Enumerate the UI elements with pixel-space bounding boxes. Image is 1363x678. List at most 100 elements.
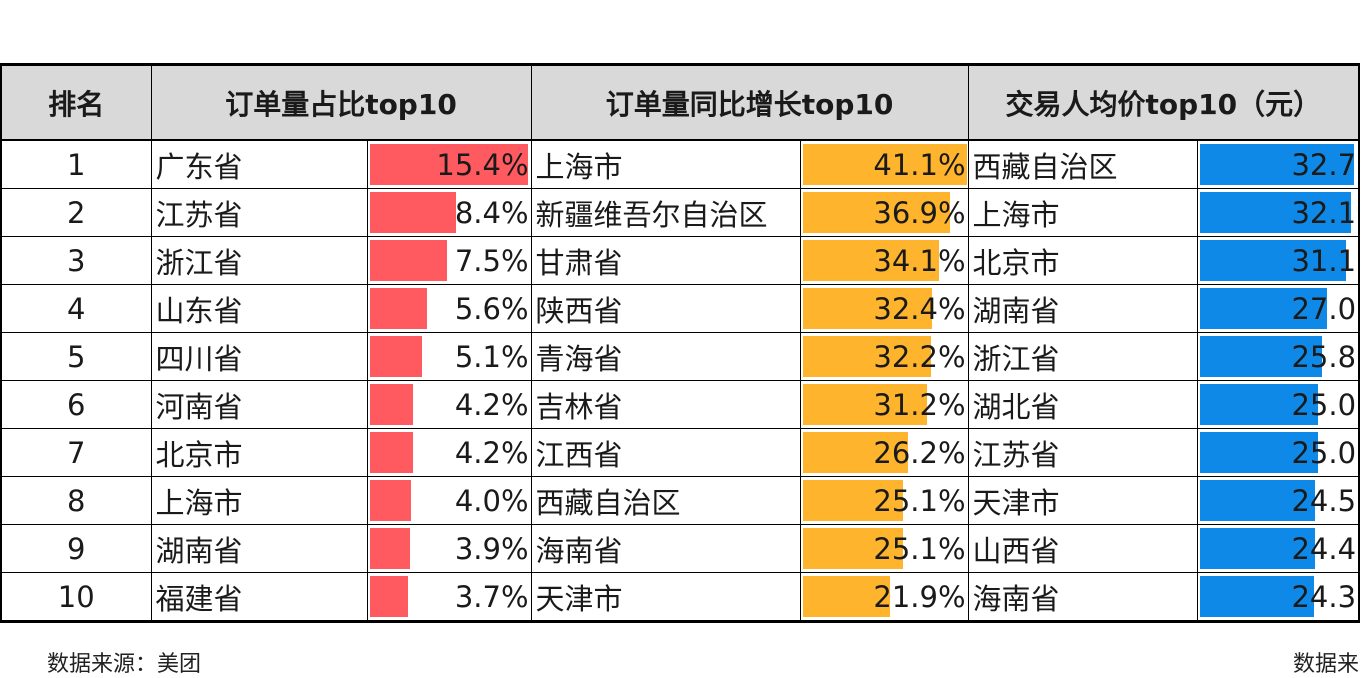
avg-price-bar-cell: 25.0 (1196, 428, 1361, 477)
table-row: 6 河南省 4.2% 吉林省 31.2% 湖北省 25.0 (0, 380, 1361, 429)
order-share-value-label: 8.4% (454, 195, 529, 230)
order-share-bar-cell: 4.0% (366, 476, 532, 525)
table-row: 7 北京市 4.2% 江西省 26.2% 江苏省 25.0 (0, 428, 1361, 477)
order-growth-bar-cell: 34.1% (799, 236, 969, 285)
rank-cell: 3 (0, 236, 152, 285)
order-share-bar-cell: 8.4% (366, 188, 532, 237)
order-share-region-name: 浙江省 (150, 236, 368, 285)
avg-price-value-label: 24.5 (1291, 483, 1357, 518)
table-row: 8 上海市 4.0% 西藏自治区 25.1% 天津市 24.5 (0, 476, 1361, 525)
order-growth-value-label: 31.2% (873, 387, 966, 422)
order-share-bar (369, 144, 528, 185)
order-share-bar (369, 336, 422, 377)
order-growth-bar (802, 432, 908, 473)
avg-price-bar-cell: 25.8 (1196, 332, 1361, 381)
order-growth-bar-cell: 32.4% (799, 284, 969, 333)
order-share-bar-cell: 3.7% (366, 572, 532, 622)
order-share-bar (369, 528, 410, 569)
order-growth-bar-cell: 26.2% (799, 428, 969, 477)
avg-price-region-name: 湖南省 (967, 284, 1198, 333)
avg-price-bar (1199, 576, 1314, 617)
order-growth-region-name: 吉林省 (530, 380, 801, 429)
rank-cell: 8 (0, 476, 152, 525)
avg-price-region-name: 海南省 (967, 572, 1198, 622)
avg-price-value-label: 25.8 (1291, 339, 1357, 374)
table-row: 9 湖南省 3.9% 海南省 25.1% 山西省 24.4 (0, 524, 1361, 573)
order-growth-value-label: 25.1% (873, 483, 966, 518)
avg-price-bar (1199, 240, 1346, 281)
table-row: 10 福建省 3.7% 天津市 21.9% 海南省 24.3 (0, 572, 1361, 622)
avg-price-bar-cell: 24.3 (1196, 572, 1361, 622)
avg-price-region-name: 浙江省 (967, 332, 1198, 381)
order-share-bar (369, 576, 408, 617)
order-growth-bar (802, 240, 939, 281)
order-share-bar-cell: 7.5% (366, 236, 532, 285)
avg-price-bar-cell: 31.1 (1196, 236, 1361, 285)
avg-price-bar (1199, 480, 1315, 521)
order-growth-bar-cell: 25.1% (799, 524, 969, 573)
data-source-note: 数据来源：美团 (47, 652, 202, 677)
avg-price-region-name: 上海市 (967, 188, 1198, 237)
order-growth-bar (802, 384, 927, 425)
order-growth-value-label: 34.1% (873, 243, 966, 278)
rank-cell: 7 (0, 428, 152, 477)
table-row: 5 四川省 5.1% 青海省 32.2% 浙江省 25.8 (0, 332, 1361, 381)
avg-price-region-name: 北京市 (967, 236, 1198, 285)
avg-price-bar (1199, 432, 1318, 473)
order-growth-bar (802, 144, 967, 185)
order-share-bar (369, 384, 413, 425)
avg-price-value-label: 27.0 (1291, 291, 1357, 326)
order-growth-value-label: 21.9% (873, 579, 966, 614)
rank-cell: 4 (0, 284, 152, 333)
order-growth-region-name: 西藏自治区 (530, 476, 801, 525)
order-growth-region-name: 天津市 (530, 572, 801, 622)
order-growth-header: 订单量同比增长top10 (530, 64, 969, 141)
header-row: 排名 订单量占比top10 订单量同比增长top10 交易人均价top10（元） (0, 64, 1361, 141)
avg-price-bar (1199, 288, 1327, 329)
order-growth-region-name: 青海省 (530, 332, 801, 381)
order-growth-value-label: 41.1% (873, 147, 966, 182)
order-share-value-label: 7.5% (454, 243, 529, 278)
order-share-value-label: 3.9% (454, 531, 529, 566)
avg-price-value-label: 31.1 (1291, 243, 1357, 278)
order-share-bar (369, 192, 456, 233)
order-share-value-label: 15.4% (436, 147, 529, 182)
table-row: 1 广东省 15.4% 上海市 41.1% 西藏自治区 32.7 (0, 139, 1361, 189)
avg-price-region-name: 江苏省 (967, 428, 1198, 477)
order-growth-region-name: 海南省 (530, 524, 801, 573)
avg-price-value-label: 25.0 (1291, 387, 1357, 422)
rank-cell: 6 (0, 380, 152, 429)
order-growth-value-label: 25.1% (873, 531, 966, 566)
avg-price-region-name: 西藏自治区 (967, 139, 1198, 189)
order-share-region-name: 江苏省 (150, 188, 368, 237)
table-row: 2 江苏省 8.4% 新疆维吾尔自治区 36.9% 上海市 32.1 (0, 188, 1361, 237)
rank-header: 排名 (0, 64, 152, 141)
avg-price-bar (1199, 336, 1322, 377)
order-growth-bar (802, 576, 890, 617)
avg-price-bar (1199, 192, 1351, 233)
avg-price-bar-cell: 27.0 (1196, 284, 1361, 333)
order-growth-bar-cell: 32.2% (799, 332, 969, 381)
order-growth-bar-cell: 41.1% (799, 139, 969, 189)
rank-cell: 5 (0, 332, 152, 381)
order-growth-bar (802, 528, 903, 569)
avg-price-bar (1199, 384, 1318, 425)
order-share-bar-cell: 15.4% (366, 139, 532, 189)
order-growth-value-label: 26.2% (873, 435, 966, 470)
avg-price-region-name: 湖北省 (967, 380, 1198, 429)
order-share-region-name: 山东省 (150, 284, 368, 333)
rank-cell: 1 (0, 139, 152, 189)
order-share-region-name: 福建省 (150, 572, 368, 622)
order-share-bar (369, 432, 413, 473)
order-share-region-name: 四川省 (150, 332, 368, 381)
order-share-value-label: 4.2% (454, 387, 529, 422)
order-growth-region-name: 江西省 (530, 428, 801, 477)
order-share-bar (369, 480, 411, 521)
avg-price-bar-cell: 25.0 (1196, 380, 1361, 429)
order-share-bar (369, 240, 447, 281)
order-share-value-label: 5.1% (454, 339, 529, 374)
order-share-bar-cell: 5.1% (366, 332, 532, 381)
table-row: 3 浙江省 7.5% 甘肃省 34.1% 北京市 31.1 (0, 236, 1361, 285)
order-share-value-label: 4.0% (454, 483, 529, 518)
ranking-table: 排名 订单量占比top10 订单量同比增长top10 交易人均价top10（元）… (0, 63, 1361, 623)
